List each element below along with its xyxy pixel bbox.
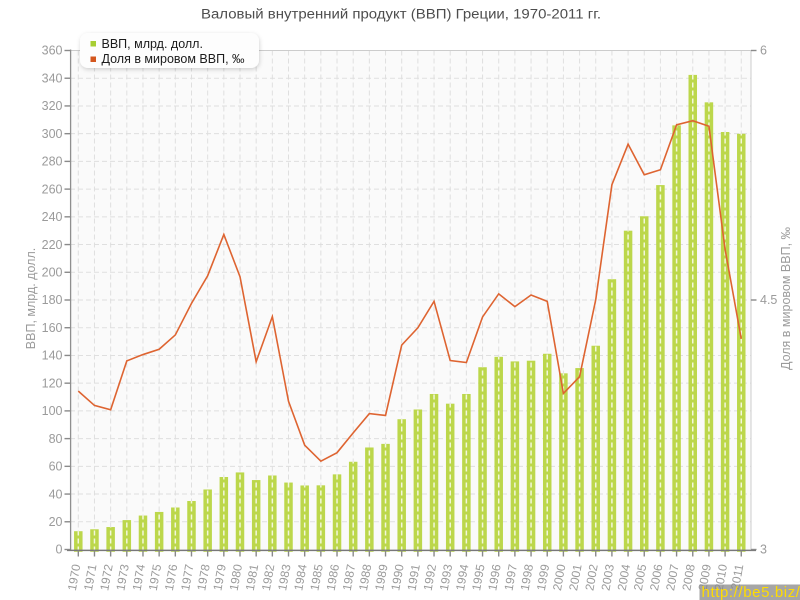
svg-text:1981: 1981 — [243, 563, 261, 592]
svg-text:2004: 2004 — [615, 563, 633, 592]
svg-text:2003: 2003 — [599, 563, 617, 592]
svg-text:140: 140 — [42, 349, 63, 363]
svg-text:ВВП, млрд. долл.: ВВП, млрд. долл. — [102, 37, 203, 51]
svg-text:1979: 1979 — [210, 563, 228, 592]
svg-text:360: 360 — [42, 44, 63, 58]
svg-text:1992: 1992 — [421, 563, 439, 592]
svg-text:1993: 1993 — [437, 563, 455, 592]
svg-text:2005: 2005 — [631, 563, 649, 592]
svg-text:300: 300 — [42, 127, 63, 141]
svg-text:120: 120 — [42, 376, 63, 390]
svg-text:http://be5.biz/: http://be5.biz/ — [702, 584, 800, 600]
svg-text:1971: 1971 — [81, 563, 99, 592]
svg-text:260: 260 — [42, 182, 63, 196]
svg-text:3: 3 — [760, 543, 767, 557]
svg-text:2008: 2008 — [679, 563, 697, 592]
svg-text:ВВП, млрд. долл.: ВВП, млрд. долл. — [24, 248, 38, 349]
svg-text:60: 60 — [49, 460, 63, 474]
svg-text:40: 40 — [49, 487, 63, 501]
svg-text:1999: 1999 — [534, 563, 552, 592]
svg-text:1985: 1985 — [307, 563, 325, 592]
svg-text:1986: 1986 — [324, 563, 342, 592]
svg-text:1976: 1976 — [162, 563, 180, 592]
svg-text:2001: 2001 — [566, 563, 584, 592]
svg-text:1988: 1988 — [356, 563, 374, 592]
svg-text:340: 340 — [42, 71, 63, 85]
svg-text:1972: 1972 — [97, 563, 115, 592]
svg-text:1983: 1983 — [275, 563, 293, 592]
svg-text:1989: 1989 — [372, 563, 390, 592]
svg-text:220: 220 — [42, 238, 63, 252]
svg-text:1997: 1997 — [502, 563, 520, 592]
svg-text:320: 320 — [42, 99, 63, 113]
svg-text:0: 0 — [56, 543, 63, 557]
svg-text:1996: 1996 — [485, 563, 503, 592]
svg-text:1975: 1975 — [146, 563, 164, 592]
svg-text:160: 160 — [42, 321, 63, 335]
svg-text:1970: 1970 — [65, 563, 83, 592]
svg-text:280: 280 — [42, 155, 63, 169]
svg-text:1990: 1990 — [388, 563, 406, 592]
svg-text:6: 6 — [760, 44, 767, 58]
svg-text:80: 80 — [49, 432, 63, 446]
svg-text:2006: 2006 — [647, 563, 665, 592]
svg-text:1973: 1973 — [113, 563, 131, 592]
svg-text:1982: 1982 — [259, 563, 277, 592]
svg-text:20: 20 — [49, 515, 63, 529]
svg-text:240: 240 — [42, 210, 63, 224]
svg-text:Валовый внутренний продукт (ВВ: Валовый внутренний продукт (ВВП) Греции,… — [201, 7, 601, 22]
svg-text:1994: 1994 — [453, 563, 471, 592]
svg-text:200: 200 — [42, 266, 63, 280]
svg-text:1980: 1980 — [227, 563, 245, 592]
svg-text:100: 100 — [42, 404, 63, 418]
svg-text:1977: 1977 — [178, 563, 196, 592]
svg-text:1984: 1984 — [291, 563, 309, 592]
svg-text:1974: 1974 — [130, 563, 148, 592]
svg-text:Доля в мировом ВВП, ‰: Доля в мировом ВВП, ‰ — [779, 226, 793, 370]
svg-text:2002: 2002 — [582, 563, 600, 592]
svg-text:1978: 1978 — [194, 563, 212, 592]
svg-text:4.5: 4.5 — [760, 293, 777, 307]
svg-text:Доля в мировом ВВП, ‰: Доля в мировом ВВП, ‰ — [102, 52, 246, 66]
svg-text:1987: 1987 — [340, 563, 358, 592]
svg-text:180: 180 — [42, 293, 63, 307]
svg-text:2011: 2011 — [728, 563, 746, 591]
svg-text:1995: 1995 — [469, 563, 487, 592]
svg-text:2007: 2007 — [663, 563, 681, 592]
svg-text:2000: 2000 — [550, 563, 568, 592]
svg-text:1991: 1991 — [405, 563, 423, 592]
svg-text:1998: 1998 — [518, 563, 536, 592]
